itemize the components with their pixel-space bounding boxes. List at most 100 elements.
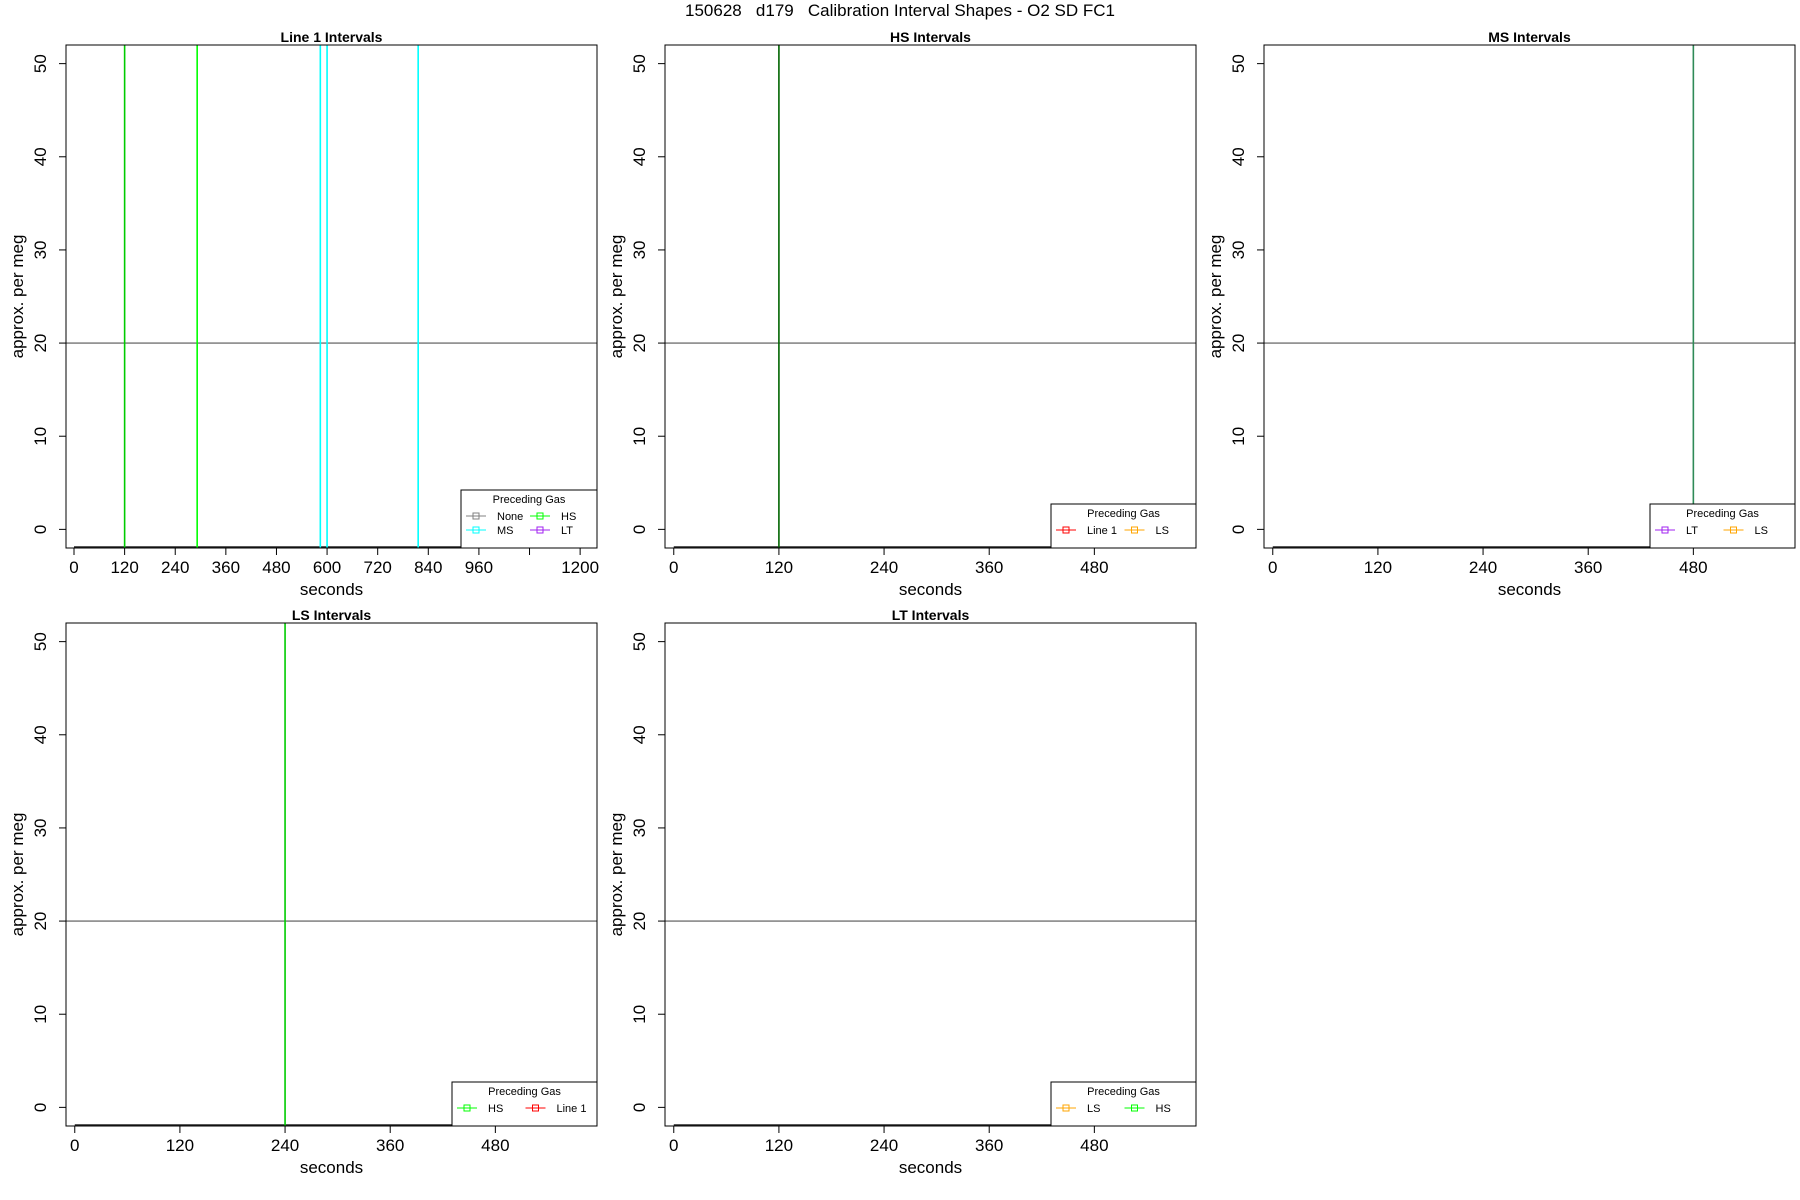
x-tick-label: 360 bbox=[212, 558, 240, 577]
panel-title: MS Intervals bbox=[1488, 29, 1571, 45]
x-tick-label: 360 bbox=[975, 558, 1003, 577]
y-tick-label: 40 bbox=[31, 147, 50, 166]
legend: Preceding Gas LT LS bbox=[1649, 503, 1796, 549]
legend: Preceding Gas HS Line 1 bbox=[451, 1081, 598, 1127]
x-tick-label: 240 bbox=[870, 1136, 898, 1155]
legend: Preceding Gas LS HS bbox=[1050, 1081, 1197, 1127]
y-tick-label: 30 bbox=[630, 818, 649, 837]
x-axis-label: seconds bbox=[1498, 580, 1561, 599]
y-tick-label: 10 bbox=[630, 1005, 649, 1024]
x-axis-label: seconds bbox=[899, 1158, 962, 1177]
panel-hs-intervals: HS Intervals 0 120 240 360 480 seconds 0 10 20 30 4… bbox=[607, 29, 1197, 599]
legend-title: Preceding Gas bbox=[488, 1086, 561, 1098]
legend-swatch-marker bbox=[472, 526, 480, 534]
x-tick-label: 720 bbox=[363, 558, 391, 577]
x-tick-label: 480 bbox=[481, 1136, 509, 1155]
y-tick-label: 20 bbox=[630, 334, 649, 353]
plot-frame bbox=[664, 622, 1197, 1127]
x-tick-label: 480 bbox=[262, 558, 290, 577]
y-tick-label: 10 bbox=[31, 1005, 50, 1024]
legend-title: Preceding Gas bbox=[493, 494, 566, 506]
x-tick-label: 840 bbox=[414, 558, 442, 577]
legend-label: LT bbox=[561, 525, 573, 537]
legend-label: Line 1 bbox=[1087, 525, 1117, 537]
y-tick-label: 50 bbox=[1229, 54, 1248, 73]
figure-title: 150628 d179 Calibration Interval Shapes … bbox=[685, 1, 1115, 20]
x-tick-label: 360 bbox=[1574, 558, 1602, 577]
y-tick-label: 20 bbox=[1229, 334, 1248, 353]
panel-title: LS Intervals bbox=[292, 607, 372, 623]
x-tick-label: 0 bbox=[669, 1136, 678, 1155]
y-axis-label: approx. per meg bbox=[607, 235, 626, 359]
y-tick-label: 50 bbox=[31, 54, 50, 73]
x-tick-label: 120 bbox=[765, 1136, 793, 1155]
y-axis-label: approx. per meg bbox=[8, 813, 27, 937]
panel-title: LT Intervals bbox=[892, 607, 970, 623]
panel-title: HS Intervals bbox=[890, 29, 971, 45]
x-axis-label: seconds bbox=[899, 580, 962, 599]
legend-label: None bbox=[497, 511, 523, 523]
x-tick-label: 360 bbox=[376, 1136, 404, 1155]
legend-box bbox=[451, 1081, 598, 1127]
y-tick-label: 30 bbox=[630, 240, 649, 259]
y-tick-label: 40 bbox=[630, 147, 649, 166]
y-tick-label: 40 bbox=[630, 725, 649, 744]
y-tick-label: 50 bbox=[31, 632, 50, 651]
panel-lt-intervals: LT Intervals 0 120 240 360 480 seconds 0 10 20 30 4… bbox=[607, 607, 1197, 1177]
panel-title: Line 1 Intervals bbox=[281, 29, 383, 45]
x-tick-label: 240 bbox=[870, 558, 898, 577]
y-tick-label: 20 bbox=[630, 912, 649, 931]
legend-swatch-marker bbox=[472, 512, 480, 520]
panel-ms-intervals: MS Intervals 0 120 240 360 480 seconds 0 10 20 30 4… bbox=[1206, 29, 1796, 599]
legend: Preceding Gas Line 1 LS bbox=[1050, 503, 1197, 549]
y-tick-label: 40 bbox=[1229, 147, 1248, 166]
y-axis-label: approx. per meg bbox=[8, 235, 27, 359]
plot-frame bbox=[65, 622, 598, 1127]
legend-swatch-marker bbox=[1062, 526, 1070, 534]
x-tick-label: 0 bbox=[70, 1136, 79, 1155]
y-tick-label: 20 bbox=[31, 334, 50, 353]
x-tick-label: 120 bbox=[166, 1136, 194, 1155]
legend: Preceding Gas None HS MS LT bbox=[460, 489, 598, 549]
y-axis-label: approx. per meg bbox=[1206, 235, 1225, 359]
legend-label: HS bbox=[561, 511, 576, 523]
legend-label: HS bbox=[488, 1103, 503, 1115]
y-tick-label: 10 bbox=[1229, 427, 1248, 446]
x-tick-label: 960 bbox=[465, 558, 493, 577]
y-tick-label: 40 bbox=[31, 725, 50, 744]
y-tick-label: 50 bbox=[630, 632, 649, 651]
y-tick-label: 10 bbox=[630, 427, 649, 446]
legend-box bbox=[1649, 503, 1796, 549]
legend-label: LS bbox=[1156, 525, 1169, 537]
y-tick-label: 30 bbox=[31, 818, 50, 837]
y-tick-label: 0 bbox=[630, 525, 649, 534]
x-axis-label: seconds bbox=[300, 1158, 363, 1177]
legend-box bbox=[460, 489, 598, 549]
x-tick-label: 480 bbox=[1080, 1136, 1108, 1155]
legend-title: Preceding Gas bbox=[1087, 1086, 1160, 1098]
plot-frame bbox=[1263, 44, 1796, 549]
x-tick-label: 480 bbox=[1679, 558, 1707, 577]
legend-label: MS bbox=[497, 525, 514, 537]
legend-swatch-marker bbox=[463, 1104, 471, 1112]
panel-line-1-intervals: Line 1 Intervals 0 120 240 360 480 600 720 840 96… bbox=[8, 29, 599, 599]
x-tick-label: 480 bbox=[1080, 558, 1108, 577]
y-tick-label: 0 bbox=[31, 525, 50, 534]
legend-swatch-marker bbox=[536, 512, 544, 520]
legend-swatch-marker bbox=[1131, 1104, 1138, 1112]
legend-title: Preceding Gas bbox=[1087, 508, 1160, 520]
legend-label: LT bbox=[1686, 525, 1698, 537]
x-axis-label: seconds bbox=[300, 580, 363, 599]
legend-title: Preceding Gas bbox=[1686, 508, 1759, 520]
x-tick-label: 0 bbox=[69, 558, 78, 577]
y-tick-label: 30 bbox=[1229, 240, 1248, 259]
legend-swatch-marker bbox=[532, 1104, 539, 1112]
legend-swatch-marker bbox=[1730, 526, 1737, 534]
y-tick-label: 20 bbox=[31, 912, 50, 931]
legend-label: LS bbox=[1755, 525, 1768, 537]
x-tick-label: 360 bbox=[975, 1136, 1003, 1155]
legend-swatch-marker bbox=[536, 526, 544, 534]
legend-label: HS bbox=[1156, 1103, 1171, 1115]
x-tick-label: 240 bbox=[1469, 558, 1497, 577]
